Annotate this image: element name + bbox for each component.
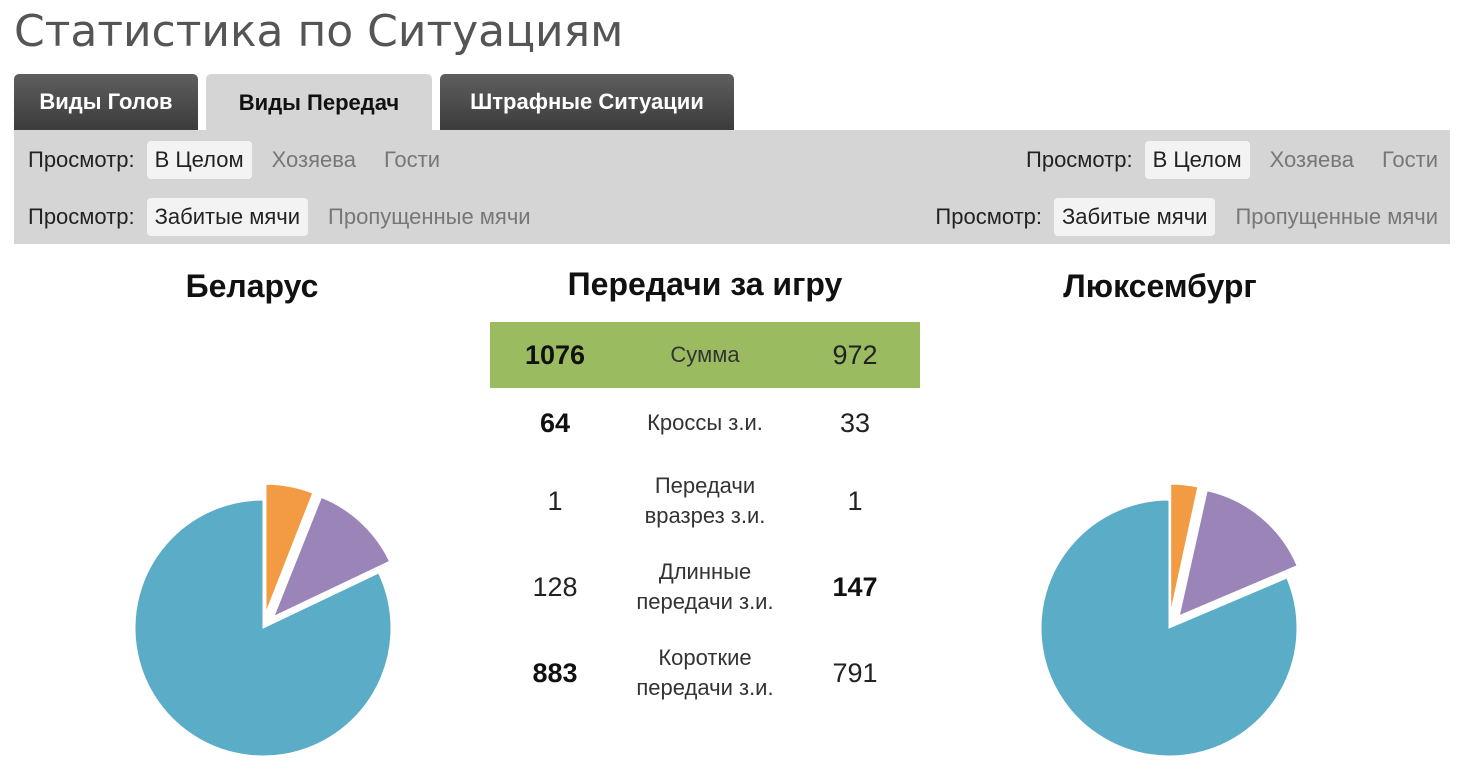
away-view-filter: Просмотр: В Целом Хозяева Гости [1026, 140, 1446, 180]
filter-label: Просмотр: [28, 147, 135, 172]
pie-slice-through-balls [268, 493, 317, 614]
home-value: 128 [532, 571, 578, 602]
stat-label-line: передачи з.и. [636, 675, 774, 700]
stats-row-long-passes: 128 Длинные передачи з.и. 147 [490, 544, 920, 630]
tab-set-pieces[interactable]: Штрафные Ситуации [440, 74, 734, 130]
away-value: 1 [847, 485, 863, 516]
stats-title: Передачи за игру [567, 266, 843, 302]
pie-slice-short-passes [134, 499, 392, 757]
filter-option-conceded[interactable]: Пропущенные мячи [328, 204, 531, 229]
stat-label-line: Передачи [654, 473, 756, 498]
filter-option-home[interactable]: Хозяева [1269, 147, 1354, 172]
filter-option-overall[interactable]: В Целом [146, 141, 252, 179]
stat-label: Кроссы з.и. [647, 410, 763, 435]
stat-label-line: Длинные [658, 559, 752, 584]
filter-bar: Просмотр: В Целом Хозяева Гости Просмотр… [14, 130, 1450, 244]
stats-row-short-passes: 883 Короткие передачи з.и. 791 [490, 630, 920, 716]
stats-row-crosses: 64 Кроссы з.и. 33 [490, 388, 920, 458]
home-team-name: Беларус [185, 268, 319, 304]
away-value: 147 [832, 571, 878, 602]
home-value: 64 [539, 407, 571, 438]
stat-label: Короткие передачи з.и. [620, 643, 790, 703]
stats-row-total: 1076 Сумма 972 [490, 322, 920, 388]
stat-label-line: вразрез з.и. [644, 503, 766, 528]
filter-option-home[interactable]: Хозяева [271, 147, 356, 172]
pie-slice-long-passes [273, 496, 391, 618]
away-value: 972 [832, 339, 878, 370]
filter-option-scored[interactable]: Забитые мячи [1054, 198, 1216, 236]
pie-slice-short-passes [1040, 499, 1298, 757]
filter-label: Просмотр: [1026, 147, 1133, 172]
home-pass-pie-chart [134, 483, 392, 757]
stat-label: Длинные передачи з.и. [620, 557, 790, 617]
filter-option-away[interactable]: Гости [1381, 147, 1438, 172]
pie-slice-long-passes [1178, 490, 1298, 617]
stats-table: 1076 Сумма 972 64 Кроссы з.и. 33 1 Перед… [490, 322, 920, 716]
filter-option-overall[interactable]: В Целом [1144, 141, 1250, 179]
pie-slice-crosses [1170, 483, 1199, 613]
stat-label: Сумма [670, 342, 740, 367]
stat-label-line: Короткие [658, 645, 752, 670]
stat-label-line: передачи з.и. [636, 589, 774, 614]
stats-row-through-balls: 1 Передачи вразрез з.и. 1 [490, 458, 920, 544]
away-team-name: Люксембург [1063, 268, 1257, 304]
away-value: 33 [839, 407, 871, 438]
filter-option-conceded[interactable]: Пропущенные мячи [1235, 204, 1438, 229]
pie-slice-through-balls [1171, 486, 1201, 613]
away-value: 791 [832, 657, 878, 688]
home-value: 1 [547, 485, 563, 516]
home-goals-filter: Просмотр: Забитые мячи Пропущенные мячи [28, 197, 551, 237]
away-goals-filter: Просмотр: Забитые мячи Пропущенные мячи [935, 197, 1446, 237]
filter-label: Просмотр: [935, 204, 1042, 229]
filter-option-away[interactable]: Гости [383, 147, 440, 172]
stat-label: Передачи вразрез з.и. [620, 471, 790, 531]
filter-label: Просмотр: [28, 204, 135, 229]
home-value: 883 [532, 657, 578, 688]
away-pass-pie-chart [1040, 483, 1298, 757]
filter-option-scored[interactable]: Забитые мячи [146, 198, 309, 236]
tab-pass-types[interactable]: Виды Передач [206, 74, 432, 132]
page-title: Статистика по Ситуациям [14, 6, 624, 57]
pie-slice-crosses [265, 483, 314, 613]
home-view-filter: Просмотр: В Целом Хозяева Гости [28, 140, 460, 180]
tab-bar: Виды Голов Виды Передач Штрафные Ситуаци… [14, 74, 742, 132]
home-value: 1076 [524, 339, 586, 370]
tab-goal-types[interactable]: Виды Голов [14, 74, 198, 130]
